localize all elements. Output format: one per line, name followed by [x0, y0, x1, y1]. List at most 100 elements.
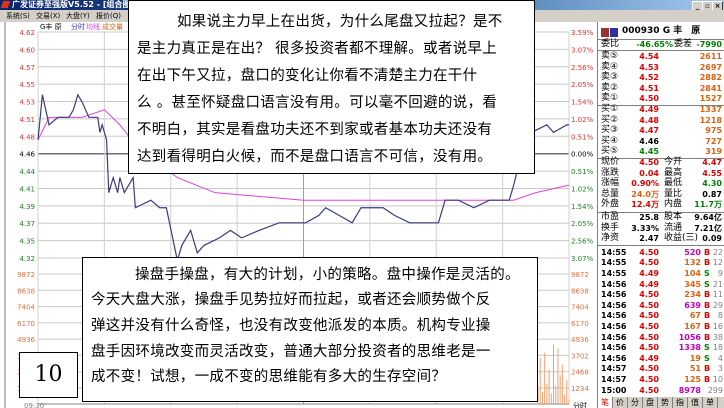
- ratio-value: -46.65%: [636, 40, 673, 49]
- diff-label: 委差: [674, 39, 693, 49]
- price-tick-label: 4.39: [19, 203, 35, 211]
- tick-price: 4.50: [639, 290, 659, 300]
- volume-tick-label-right: 3702: [571, 352, 589, 360]
- panel-tab[interactable]: 价: [613, 397, 628, 408]
- menu-trade[interactable]: 交易(X): [36, 12, 61, 20]
- note-line: 达到看得明白火候，而不是盘口语言不可信，没有用。: [137, 149, 493, 165]
- note-line: 成不变！试想，一成不变的思维能有多大的生存空间？: [91, 369, 447, 385]
- fund-label: 流通: [664, 222, 683, 233]
- tick-price: 4.49: [639, 269, 659, 278]
- tick-row: 14:56 4.49 19 S 4: [598, 353, 724, 364]
- flag-icon: [610, 28, 618, 37]
- chart-mode-minute[interactable]: 分时: [71, 23, 85, 31]
- level-price: 4.50: [639, 94, 659, 104]
- quote-panel: 000930 G 丰 原 委比 -46.65% 委差 -7990 卖⑤ 4.54 2…: [597, 22, 724, 408]
- stat-label: 外盘: [601, 199, 620, 210]
- pct-tick-label: 3.07%: [571, 255, 594, 263]
- panel-tab[interactable]: 分: [628, 397, 643, 408]
- price-tick-label: 4.35: [19, 238, 35, 246]
- tick-count: 12: [712, 258, 723, 268]
- tick-time: 14:56: [601, 332, 627, 342]
- panel-tab[interactable]: 势: [658, 397, 673, 408]
- fundamental-row: 市盈 25.8 股本 9.64亿: [598, 212, 724, 223]
- pct-tick-label: 2.05%: [571, 220, 594, 228]
- level-label: 卖③: [601, 72, 619, 83]
- note-line: 不明白，其实是看盘功夫还不到家或者基本功夫还没有: [137, 122, 493, 138]
- volume-tick-label-right: 6170: [571, 320, 589, 328]
- panel-tabs: 笔价分盘势指值单: [598, 397, 724, 408]
- price-tick-label: 4.62: [19, 29, 35, 37]
- pct-tick-label: 0.00%: [571, 151, 594, 159]
- tick-count: 10: [712, 375, 723, 384]
- tick-price: 4.50: [639, 311, 659, 321]
- panel-tab[interactable]: 值: [688, 397, 703, 408]
- menu-system[interactable]: 系统(S): [6, 12, 30, 20]
- tick-price: 4.50: [639, 385, 659, 395]
- level-price: 4.54: [639, 52, 659, 61]
- pct-tick-label: 2.56%: [571, 238, 594, 246]
- tick-side: B: [704, 322, 711, 331]
- tick-price: 4.50: [639, 247, 659, 257]
- tick-time: 14:56: [601, 279, 627, 289]
- stat-value: 12.4万: [631, 200, 659, 210]
- tick-side: B: [704, 375, 711, 384]
- volume-tick-label: 7404: [17, 304, 35, 312]
- tick-price: 4.50: [639, 258, 659, 268]
- stat-value: 4.50: [639, 158, 659, 167]
- level-price: 4.48: [639, 115, 659, 125]
- level-volume: 975: [705, 126, 722, 136]
- tick-volume: 125: [684, 375, 701, 384]
- menu-quote[interactable]: 报价(Q): [96, 12, 121, 20]
- panel-tab[interactable]: 单: [703, 397, 718, 408]
- level-price: 4.52: [639, 73, 659, 83]
- tick-side: B: [704, 364, 711, 374]
- tick-volume: 345: [684, 279, 701, 289]
- panel-tab[interactable]: 盘: [643, 397, 658, 408]
- tick-side: S: [704, 343, 710, 353]
- note-line: 如果说主力早上在出货，为什么尾盘又拉起？是不: [177, 14, 503, 30]
- stat-value: 24.0万: [631, 189, 659, 199]
- pct-tick-label: 0.51%: [571, 168, 594, 176]
- stat-row: 总量 24.0万 量比 0.87: [598, 189, 724, 200]
- level-price: 4.47: [639, 126, 659, 136]
- tick-price: 4.50: [639, 322, 659, 331]
- level-volume: 1527: [699, 94, 722, 104]
- fund-value: 7.21亿: [694, 223, 722, 233]
- price-tick-label: 4.48: [19, 133, 35, 141]
- stat-label: 现价: [601, 157, 620, 167]
- window-title: 广发证券至强版V5.52 - [组合图-: [12, 0, 134, 9]
- note-line: 弹这并没有什么奇怪，也没有改变他派发的本质。机构专业操: [91, 318, 491, 334]
- tick-side: B: [704, 258, 711, 268]
- tick-row: 14:55 4.50 132 B 12: [598, 257, 724, 268]
- level-volume: 1337: [699, 105, 722, 114]
- pct-tick-label: 2.05%: [571, 81, 594, 89]
- menu-market[interactable]: 大盘(Y): [66, 12, 90, 20]
- panel-tab[interactable]: 指: [673, 397, 688, 408]
- note-line: 么 。甚至怀疑盘口语言没有用。可以毫不回避的说，看: [137, 95, 498, 111]
- note-line: 是主力真正是在出？ 很多投资者都不理解。或者说早上: [137, 41, 498, 57]
- volume-tick-label-right: 8638: [571, 287, 589, 295]
- tick-row: 14:56 4.50 1338 S 18: [598, 342, 724, 353]
- tick-time: 14:56: [601, 311, 627, 321]
- tick-time: 14:55: [601, 247, 627, 257]
- chart-header: G丰 原 分时 均线 成交量: [0, 23, 128, 33]
- stat-label: 量比: [664, 188, 683, 199]
- tick-count: 16: [712, 322, 723, 331]
- tick-volume: 639: [684, 300, 701, 310]
- panel-tab[interactable]: 笔: [598, 397, 613, 408]
- volume-tick-label: 8638: [17, 287, 35, 295]
- tick-price: 4.49: [639, 353, 659, 363]
- stat-row: 涨跌 0.04 最高 4.55: [598, 168, 724, 179]
- chart-mode-label: 分时: [573, 401, 587, 408]
- legend-average: 均线: [86, 23, 100, 31]
- tick-count: 11: [712, 290, 723, 300]
- tick-count: 38: [712, 332, 723, 342]
- tick-volume: 104: [684, 269, 701, 278]
- fund-label: 市盈: [601, 212, 620, 222]
- ratio-label: 委比: [601, 39, 620, 49]
- level-label: 卖①: [601, 93, 619, 104]
- price-line: [37, 93, 569, 261]
- fund-label: 收益(三): [664, 233, 699, 244]
- level-label: 卖④: [601, 61, 619, 72]
- stat-label: 最低: [664, 178, 683, 189]
